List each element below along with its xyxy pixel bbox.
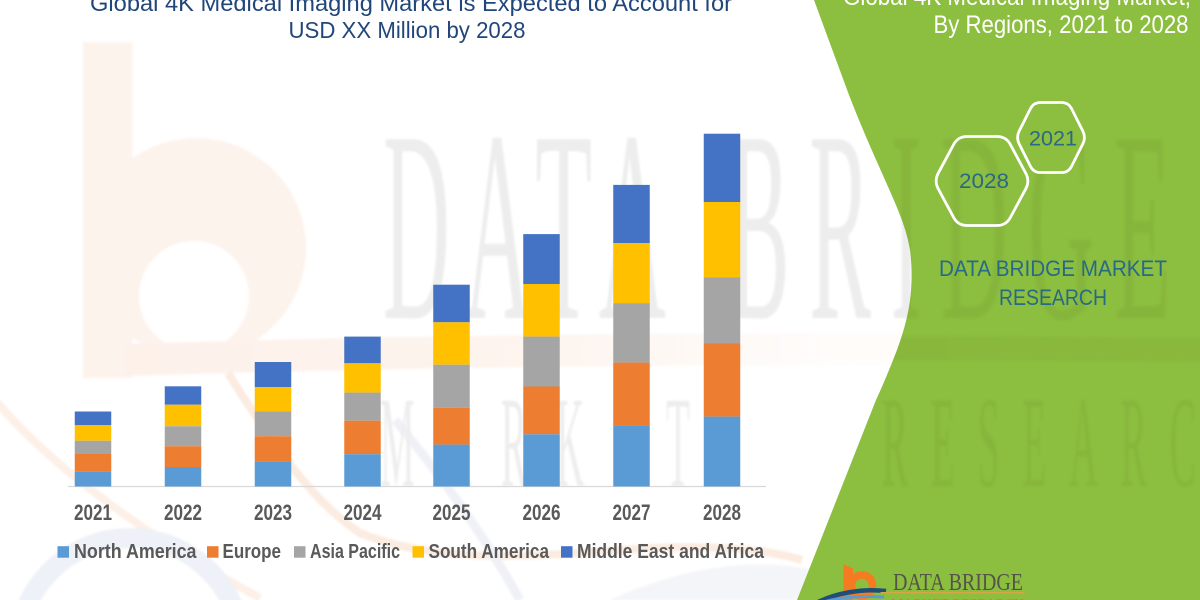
svg-text:RESEARCH: RESEARCH (999, 285, 1107, 310)
svg-text:MARKET RESEARCH: MARKET RESEARCH (891, 597, 1024, 600)
svg-text:2024: 2024 (344, 500, 383, 525)
svg-text:2028: 2028 (959, 169, 1009, 193)
svg-text:Global 4K Medical Imaging Mark: Global 4K Medical Imaging Market, (843, 0, 1191, 11)
svg-text:By Regions, 2021 to 2028: By Regions, 2021 to 2028 (934, 11, 1189, 39)
svg-text:2022: 2022 (164, 500, 202, 525)
svg-text:2023: 2023 (254, 500, 292, 525)
svg-text:DATA BRIDGE: DATA BRIDGE (893, 569, 1023, 596)
svg-text:2028: 2028 (703, 500, 741, 525)
svg-text:2027: 2027 (613, 500, 651, 525)
svg-text:2025: 2025 (433, 500, 471, 525)
svg-text:South America: South America (429, 541, 550, 563)
svg-text:2021: 2021 (74, 500, 112, 525)
svg-text:Global 4K Medical Imaging Mark: Global 4K Medical Imaging Market is Expe… (90, 0, 732, 16)
svg-text:Middle East and Africa: Middle East and Africa (577, 541, 765, 563)
svg-text:Asia Pacific: Asia Pacific (310, 541, 400, 563)
svg-text:2021: 2021 (1029, 127, 1077, 151)
svg-text:Europe: Europe (223, 541, 282, 563)
svg-text:North America: North America (74, 541, 197, 563)
svg-text:USD XX Million by 2028: USD XX Million by 2028 (289, 17, 526, 43)
svg-text:DATA BRIDGE MARKET: DATA BRIDGE MARKET (939, 256, 1167, 281)
svg-text:2026: 2026 (523, 500, 561, 525)
